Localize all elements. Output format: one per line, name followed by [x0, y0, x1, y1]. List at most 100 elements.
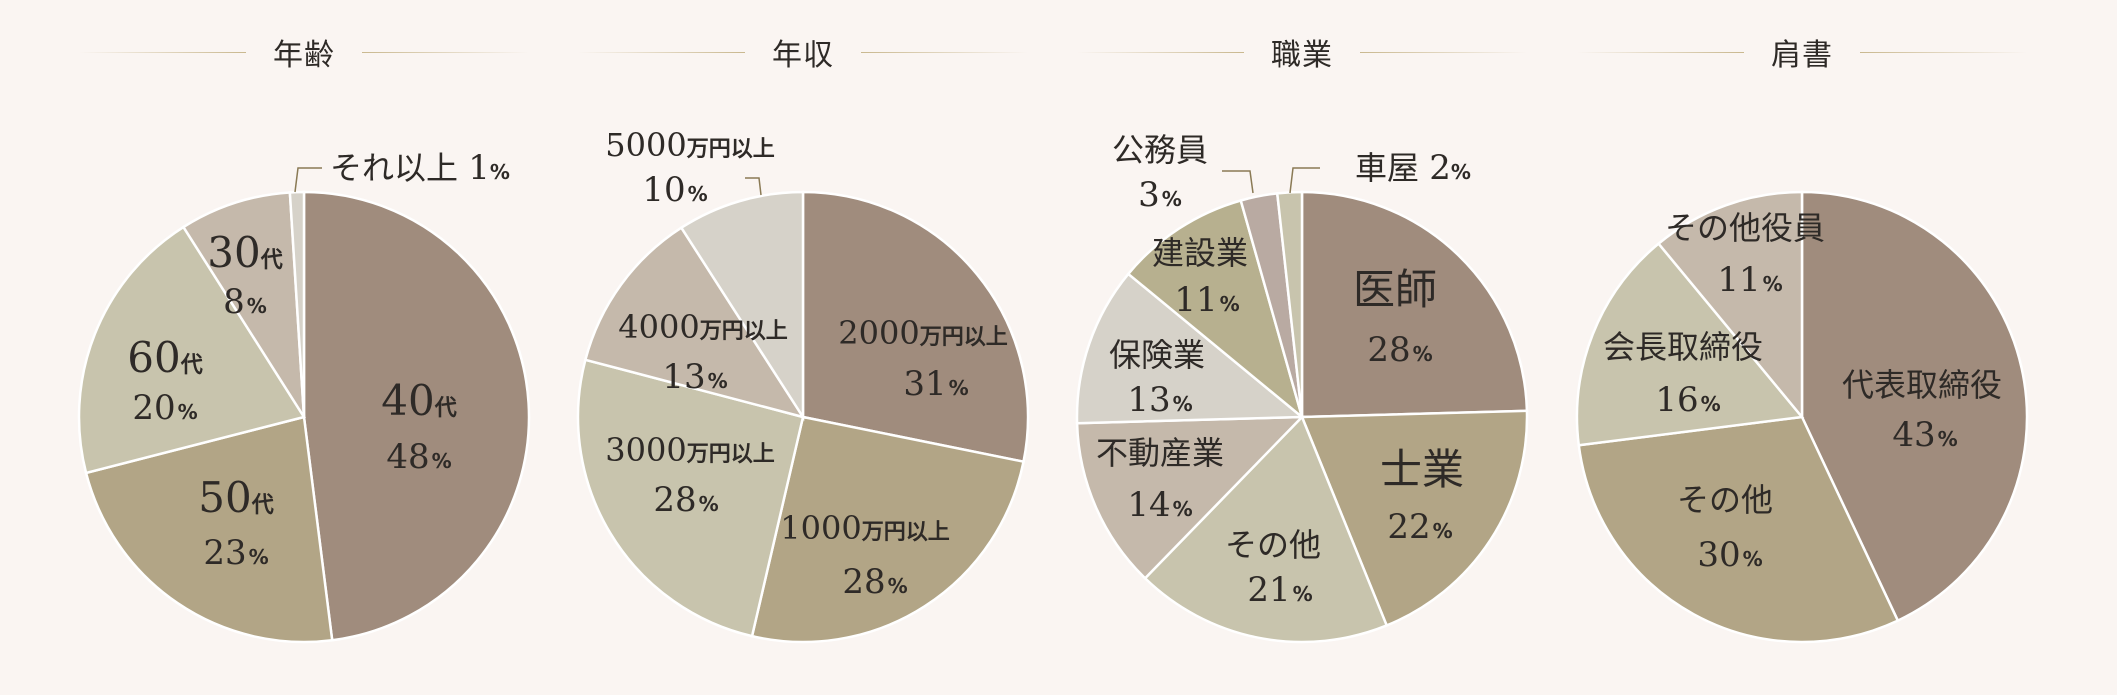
- pie-slice: [750, 415, 1025, 644]
- leader-line: [1222, 170, 1254, 194]
- percent-sign: %: [687, 182, 708, 206]
- slice-label: 公務員: [1112, 134, 1208, 166]
- slice-label: それ以上 1%: [330, 151, 510, 185]
- pie-slice: [1300, 190, 1529, 419]
- slice-value: 43%: [1892, 418, 1957, 452]
- percent-sign: %: [1432, 519, 1453, 543]
- pie-slice: [1656, 190, 1804, 421]
- slice-value-number: 3: [1138, 175, 1160, 215]
- chart-title: 年齢: [273, 38, 335, 73]
- slice-value: 21%: [1247, 573, 1312, 607]
- slice-label-text: 2000: [838, 314, 920, 352]
- slice-label: 建設業: [1152, 237, 1248, 269]
- slice-label-text: 保険業: [1108, 336, 1206, 374]
- slice-value-number: 22: [1387, 507, 1431, 547]
- slice-value-number: 13: [662, 357, 706, 397]
- slice-value-number: 16: [1655, 380, 1699, 420]
- pie-slice: [801, 190, 1030, 464]
- pie-slice: [1075, 415, 1306, 581]
- slice-value-number: 43: [1892, 415, 1936, 455]
- pie-slice: [77, 225, 306, 475]
- slice-value-number: 23: [203, 533, 247, 573]
- leader-line: [745, 177, 762, 196]
- slice-value: 8%: [223, 285, 267, 319]
- slice-label-text: 車屋: [1355, 149, 1420, 187]
- slice-value-number: 11: [1717, 260, 1761, 300]
- slice-value-number: 21: [1247, 570, 1291, 610]
- slice-value: 22%: [1387, 510, 1452, 544]
- percent-sign: %: [1292, 582, 1313, 606]
- slice-value-number: 28: [1367, 330, 1411, 370]
- pie-slice: [1577, 415, 1900, 644]
- title-rule: [578, 52, 745, 53]
- slice-value: 16%: [1655, 383, 1720, 417]
- slice-value: 14%: [1127, 488, 1192, 522]
- slice-value-number: 48: [386, 437, 430, 477]
- title-rule: [861, 52, 1028, 53]
- slice-label-text: 5000: [605, 126, 687, 164]
- slice-value: 13%: [662, 360, 727, 394]
- percent-sign: %: [707, 369, 728, 393]
- percent-sign: %: [1742, 547, 1763, 571]
- pie-slice: [302, 190, 531, 642]
- slice-value-number: 10: [642, 170, 686, 210]
- slice-value: 13%: [1127, 383, 1192, 417]
- slice-label-suffix: 代: [180, 353, 203, 378]
- slice-label-suffix: 万円以上: [686, 137, 775, 162]
- pie-slice: [1800, 190, 2029, 623]
- slice-value-number: 14: [1127, 485, 1171, 525]
- pie-slice: [1300, 409, 1529, 628]
- slice-label-suffix: 万円以上: [919, 325, 1008, 350]
- slice-label: 保険業: [1109, 339, 1205, 371]
- slice-label: 不動産業: [1096, 437, 1224, 469]
- slice-value: 11%: [1174, 283, 1239, 317]
- slice-label-text: 会長取締役: [1602, 328, 1764, 366]
- percent-sign: %: [1700, 392, 1721, 416]
- chart-title: 職業: [1271, 38, 1333, 73]
- percent-sign: %: [948, 376, 969, 400]
- slice-label: 5000万円以上: [605, 129, 774, 161]
- slice-label-text: その他: [1676, 481, 1774, 519]
- slice-label-text: その他役員: [1664, 209, 1826, 247]
- percent-sign: %: [431, 449, 452, 473]
- slice-label: 60代: [127, 337, 202, 379]
- slice-label-text: 1000: [780, 509, 862, 547]
- title-rule: [1077, 52, 1244, 53]
- slice-label: 1000万円以上: [780, 512, 949, 544]
- percent-sign: %: [489, 160, 510, 184]
- slice-label-text: 40: [381, 376, 435, 425]
- slice-label-text: 不動産業: [1095, 434, 1225, 472]
- slice-value-number: 2: [1429, 148, 1451, 188]
- pie-slice: [1143, 414, 1389, 644]
- slice-label: その他: [1225, 529, 1321, 561]
- slice-label: その他役員: [1665, 212, 1825, 244]
- pie-slice: [181, 191, 306, 418]
- leader-line: [1289, 167, 1320, 194]
- pie-slice: [576, 358, 805, 638]
- percent-sign: %: [887, 574, 908, 598]
- slice-label: 50代: [198, 477, 273, 519]
- slice-label: 士業: [1380, 449, 1464, 491]
- title-rule: [79, 52, 246, 53]
- slice-label: その他: [1677, 484, 1773, 516]
- percent-sign: %: [1161, 187, 1182, 211]
- slice-label-suffix: 万円以上: [699, 319, 788, 344]
- percent-sign: %: [246, 294, 267, 318]
- percent-sign: %: [177, 400, 198, 424]
- pie-slice: [679, 190, 805, 422]
- slice-value-number: 8: [223, 282, 245, 322]
- percent-sign: %: [1412, 342, 1433, 366]
- slice-label: 40代: [381, 380, 456, 422]
- slice-label: 医師: [1353, 269, 1437, 311]
- percent-sign: %: [1450, 160, 1471, 184]
- slice-value-number: 13: [1127, 380, 1171, 420]
- percent-sign: %: [698, 492, 719, 516]
- pie-slice: [1575, 241, 1805, 447]
- slice-label-text: 医師: [1352, 265, 1438, 314]
- slice-value: 20%: [132, 391, 197, 425]
- leader-line: [294, 167, 322, 193]
- slice-label-text: それ以上: [330, 149, 459, 187]
- slice-value-number: 31: [903, 364, 947, 404]
- slice-value: 23%: [203, 536, 268, 570]
- slice-label-suffix: 万円以上: [686, 442, 775, 467]
